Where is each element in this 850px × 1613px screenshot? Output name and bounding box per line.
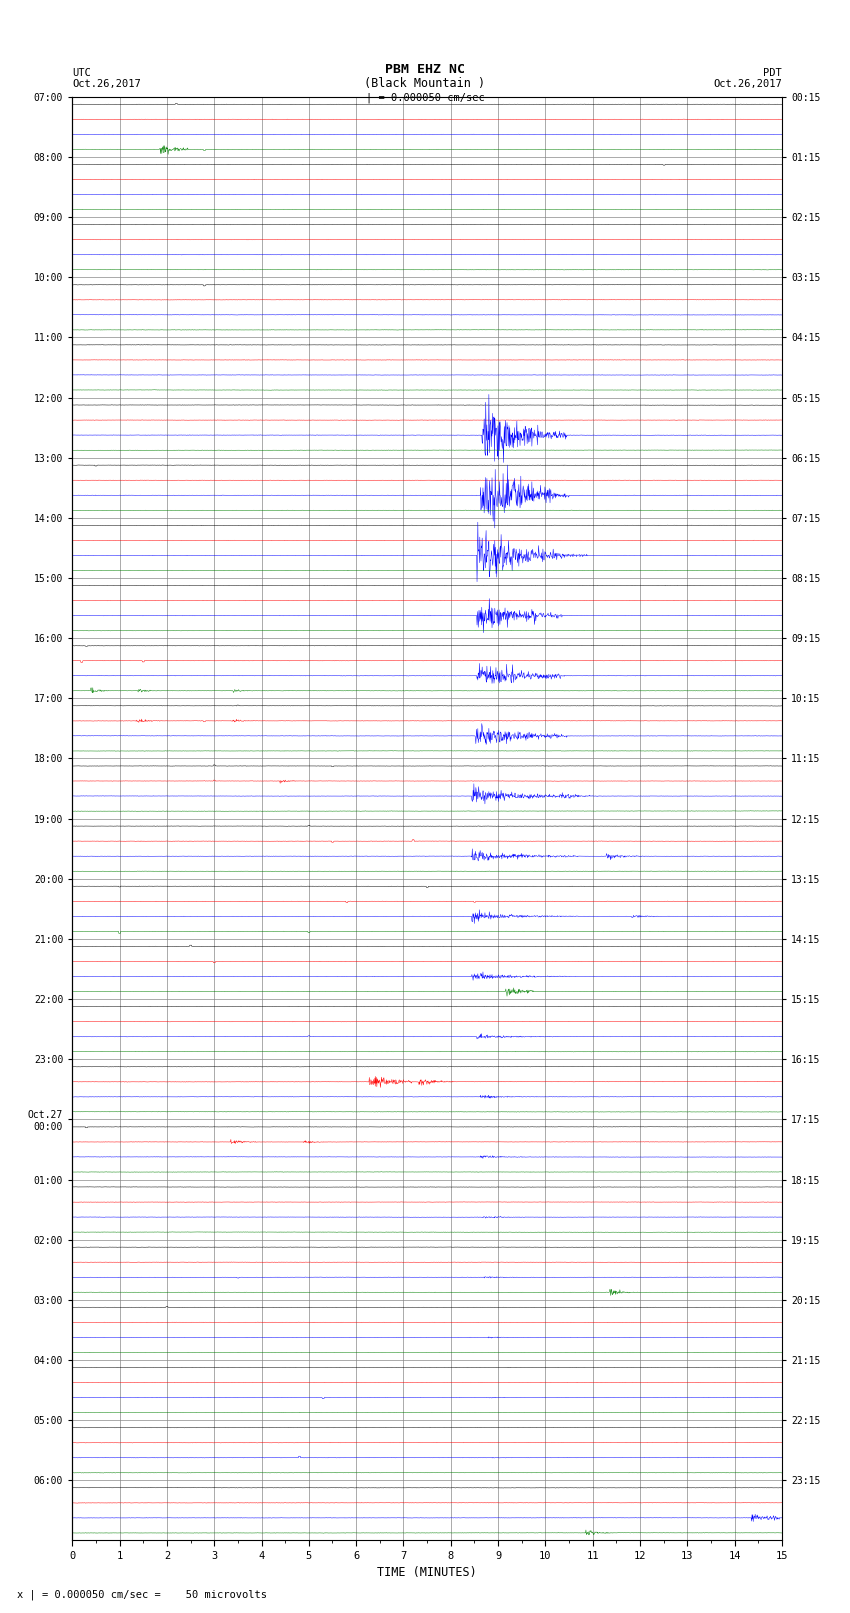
Text: x | = 0.000050 cm/sec =    50 microvolts: x | = 0.000050 cm/sec = 50 microvolts [17,1589,267,1600]
X-axis label: TIME (MINUTES): TIME (MINUTES) [377,1566,477,1579]
Text: (Black Mountain ): (Black Mountain ) [365,77,485,90]
Text: UTC
Oct.26,2017: UTC Oct.26,2017 [72,68,141,89]
Text: | = 0.000050 cm/sec: | = 0.000050 cm/sec [366,92,484,103]
Text: PBM EHZ NC: PBM EHZ NC [385,63,465,76]
Text: PDT
Oct.26,2017: PDT Oct.26,2017 [713,68,782,89]
